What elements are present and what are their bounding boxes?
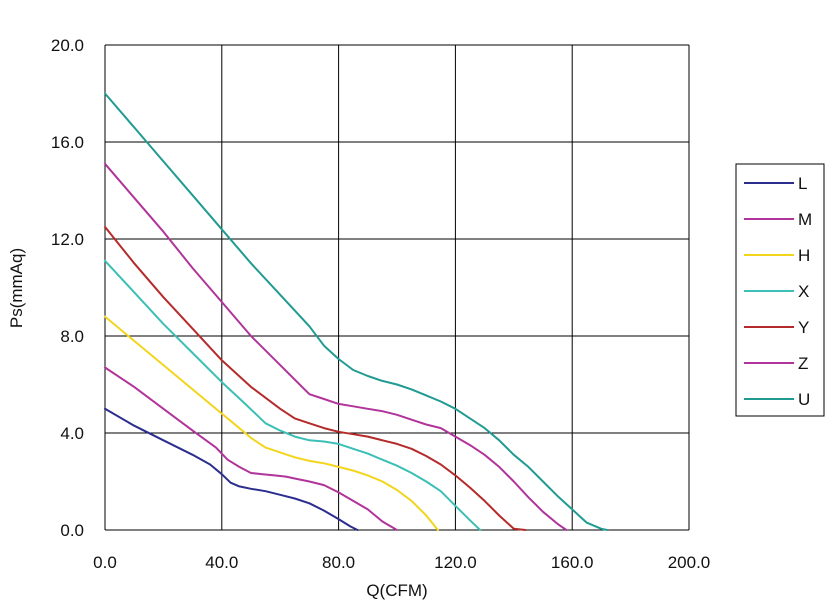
x-tick-label: 160.0 (551, 553, 594, 572)
x-tick-label: 40.0 (205, 553, 238, 572)
x-axis-label: Q(CFM) (366, 581, 427, 600)
legend-label-u: U (798, 390, 810, 409)
grid (104, 44, 690, 531)
series-line-l (104, 407, 359, 531)
y-tick-label: 8.0 (60, 327, 84, 346)
x-tick-label: 80.0 (322, 553, 355, 572)
x-tick-label: 200.0 (668, 553, 711, 572)
series-line-u (104, 92, 609, 531)
y-tick-label: 4.0 (60, 424, 84, 443)
x-tick-labels: 0.0 40.0 80.0 120.0 160.0 200.0 (93, 553, 710, 572)
series-line-h (104, 315, 439, 531)
series-line-y (104, 225, 527, 531)
y-tick-label: 12.0 (51, 230, 84, 249)
series-line-x (104, 259, 482, 531)
y-axis-label: Ps(mmAq) (7, 248, 26, 328)
y-tick-label: 20.0 (51, 36, 84, 55)
series-layer (104, 92, 609, 531)
y-tick-label: 0.0 (60, 521, 84, 540)
y-tick-labels: 0.0 4.0 8.0 12.0 16.0 20.0 (51, 36, 84, 540)
series-line-z (104, 162, 568, 531)
legend-label-h: H (798, 246, 810, 265)
legend-label-x: X (798, 282, 809, 301)
x-tick-label: 120.0 (434, 553, 477, 572)
legend-label-z: Z (798, 354, 808, 373)
x-tick-label: 0.0 (93, 553, 117, 572)
y-tick-label: 16.0 (51, 133, 84, 152)
legend-label-l: L (798, 174, 807, 193)
legend-label-y: Y (798, 318, 809, 337)
legend-label-m: M (798, 210, 812, 229)
series-line-m (104, 366, 398, 531)
